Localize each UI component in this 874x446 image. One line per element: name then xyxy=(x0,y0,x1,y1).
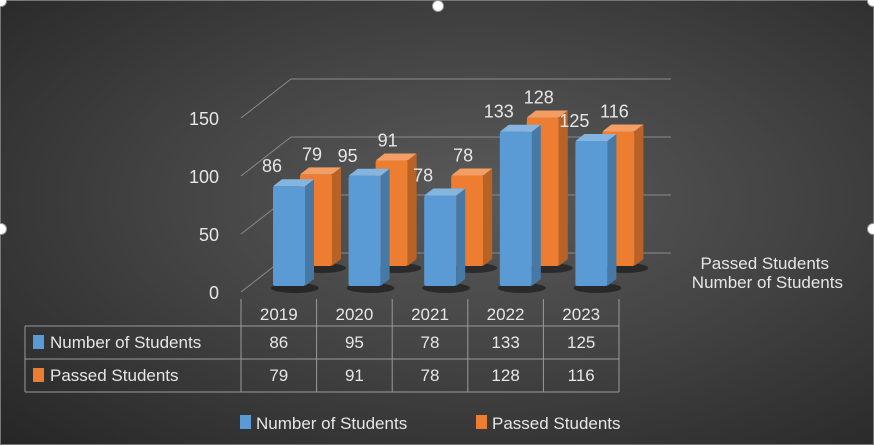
y-tick-label: 100 xyxy=(189,167,219,187)
table-cell: 86 xyxy=(269,333,288,352)
legend-label: Passed Students xyxy=(492,414,621,433)
bar-number-2023-top xyxy=(575,134,617,141)
data-label: 133 xyxy=(484,102,514,122)
bar-number-2019-side xyxy=(305,179,314,286)
x-tick-label: 2023 xyxy=(562,305,600,324)
bar-passed-2023-top xyxy=(602,124,644,132)
data-label: 86 xyxy=(262,156,282,176)
table-legend-key xyxy=(33,368,44,382)
legend-key xyxy=(476,415,487,429)
table-row-header: Passed Students xyxy=(50,366,179,385)
bar-number-2021 xyxy=(424,195,457,286)
data-label: 116 xyxy=(600,101,629,121)
y-tick-label: 150 xyxy=(189,109,219,129)
bar-number-2020-side xyxy=(380,168,390,286)
bar-passed-2023-side xyxy=(634,124,644,266)
y-tick-label: 50 xyxy=(199,225,219,245)
data-label: 91 xyxy=(378,130,398,150)
data-label: 79 xyxy=(302,144,322,164)
data-label: 125 xyxy=(559,111,589,131)
bar-number-2021-side xyxy=(456,188,466,286)
data-label: 95 xyxy=(338,146,358,166)
depth-axis-label: Number of Students xyxy=(692,273,843,292)
table-cell: 116 xyxy=(568,366,595,385)
bar-number-2023 xyxy=(575,141,608,286)
bar-number-2019-top xyxy=(273,179,314,187)
table-cell: 78 xyxy=(421,366,440,385)
bar-passed-2022-top xyxy=(526,110,568,118)
legend-label: Number of Students xyxy=(256,414,407,433)
resize-handle-top[interactable] xyxy=(432,0,444,12)
gridline-side xyxy=(240,136,292,177)
data-label: 128 xyxy=(524,88,554,108)
bar-number-2020 xyxy=(348,175,381,286)
bar-number-2022 xyxy=(499,131,532,286)
bar-number-2020-top xyxy=(348,168,390,176)
table-legend-key xyxy=(33,335,44,349)
resize-handle-top-right[interactable] xyxy=(867,0,874,7)
x-tick-label: 2020 xyxy=(335,305,373,324)
y-tick-label: 0 xyxy=(209,283,219,303)
bar-number-2022-top xyxy=(499,124,541,132)
table-cell: 128 xyxy=(491,366,519,385)
bar-passed-2019-top xyxy=(300,167,341,175)
table-cell: 133 xyxy=(491,333,519,352)
depth-axis-label: Passed Students xyxy=(700,254,829,273)
table-cell: 79 xyxy=(269,366,288,385)
bar-passed-2019-side xyxy=(332,167,341,266)
table-row-header: Number of Students xyxy=(50,333,201,352)
table-cell: 95 xyxy=(345,333,364,352)
bar-passed-2020-top xyxy=(375,153,417,161)
x-tick-label: 2021 xyxy=(411,305,449,324)
bar-number-2023-side xyxy=(607,134,617,286)
bar-passed-2022-side xyxy=(558,110,568,267)
bar-passed-2021-side xyxy=(483,168,493,266)
data-label: 78 xyxy=(413,166,433,186)
legend-key xyxy=(240,415,251,429)
table-cell: 78 xyxy=(421,333,440,352)
bar-number-2021-top xyxy=(424,188,466,196)
bar-passed-2020-side xyxy=(407,153,417,266)
bar-number-2019 xyxy=(273,186,305,286)
gridline-side xyxy=(240,78,292,119)
resize-handle-right[interactable] xyxy=(867,223,874,235)
x-tick-label: 2019 xyxy=(260,305,298,324)
bar-passed-2021-top xyxy=(451,168,493,176)
table-cell: 91 xyxy=(345,366,364,385)
data-label: 78 xyxy=(453,146,473,166)
bar-number-2022-side xyxy=(531,124,541,286)
table-cell: 125 xyxy=(567,333,595,352)
x-tick-label: 2022 xyxy=(487,305,525,324)
